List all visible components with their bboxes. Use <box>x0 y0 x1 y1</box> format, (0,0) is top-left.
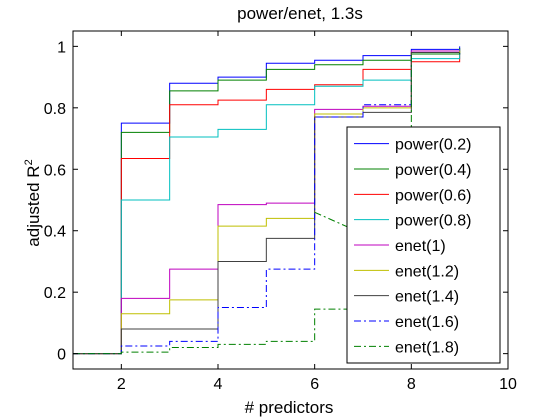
axes-box <box>72 30 509 370</box>
x-tick-label: 8 <box>407 376 416 393</box>
legend-label: power(0.2) <box>395 137 471 154</box>
legend-label: enet(1) <box>395 238 446 255</box>
legend-label: enet(1.6) <box>395 314 459 331</box>
series-line-9 <box>73 52 461 355</box>
legend-label: enet(1.4) <box>395 289 459 306</box>
y-tick-label: 0.2 <box>44 285 66 302</box>
x-tick-label: 4 <box>214 376 223 393</box>
y-axis-label-main: adjusted R <box>24 165 43 246</box>
series-segment-1 <box>314 211 364 235</box>
y-axis-label-superscript: 2 <box>23 159 35 165</box>
x-axis-label: # predictors <box>245 398 334 417</box>
y-axis-label: adjusted R2 <box>23 159 43 246</box>
chart-title: power/enet, 1.3s <box>237 4 363 23</box>
x-tick-label: 10 <box>499 376 517 393</box>
series-line-7 <box>73 52 460 355</box>
y-tick-label: 0.6 <box>44 162 66 179</box>
y-tick-label: 0.8 <box>44 101 66 118</box>
axes-layer: 2 4 6 8 10 0 0.2 0.4 0.6 0.8 1 <box>44 30 517 393</box>
y-tick-label: 1 <box>57 39 66 56</box>
series-layer <box>73 46 461 355</box>
legend-label: power(0.8) <box>395 213 471 230</box>
legend-label: power(0.4) <box>395 162 471 179</box>
legend: power(0.2) power(0.4) power(0.6) power(0.8)… <box>346 126 501 364</box>
x-tick-label: 2 <box>117 376 126 393</box>
x-tick-label: 6 <box>310 376 319 393</box>
y-tick-label: 0.4 <box>44 224 66 241</box>
series-line-5 <box>73 50 460 355</box>
legend-label: power(0.6) <box>395 187 471 204</box>
y-tick-label: 0 <box>57 347 66 364</box>
legend-label: enet(1.8) <box>395 339 459 356</box>
legend-label: enet(1.2) <box>395 263 459 280</box>
